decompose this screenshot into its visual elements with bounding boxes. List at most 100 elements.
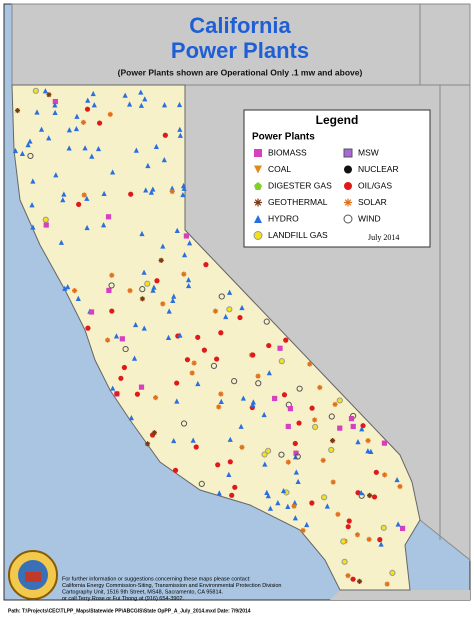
marker <box>312 417 318 423</box>
marker <box>101 190 107 197</box>
marker <box>399 525 406 532</box>
marker <box>141 325 147 331</box>
marker <box>152 395 159 401</box>
marker <box>185 277 192 283</box>
marker <box>300 527 306 534</box>
marker <box>384 581 390 587</box>
marker <box>165 334 172 340</box>
marker <box>254 215 262 223</box>
marker <box>181 185 187 191</box>
marker <box>216 490 222 496</box>
marker <box>105 214 112 220</box>
marker <box>378 541 384 547</box>
marker <box>354 532 361 538</box>
marker <box>19 150 26 156</box>
plant-markers <box>12 87 406 587</box>
marker <box>118 375 124 381</box>
marker <box>71 288 78 294</box>
marker <box>113 333 120 339</box>
marker <box>292 440 298 447</box>
marker <box>237 314 243 321</box>
marker <box>154 278 160 284</box>
marker <box>169 188 175 195</box>
marker <box>133 147 139 153</box>
marker <box>210 362 218 369</box>
file-path: Path: T:\Projects\CEC\TLPP_Maps\Statewid… <box>8 608 251 614</box>
marker <box>397 483 403 490</box>
marker <box>170 297 176 303</box>
marker <box>38 126 45 132</box>
marker <box>203 262 209 268</box>
legend-heading: Power Plants <box>252 132 315 143</box>
marker <box>265 447 272 454</box>
marker <box>133 321 139 328</box>
marker <box>142 96 148 102</box>
marker <box>114 391 120 397</box>
footer-line: For further information or suggestions c… <box>62 576 251 582</box>
marker <box>158 257 164 263</box>
marker <box>161 157 167 163</box>
marker <box>29 202 35 208</box>
seal <box>8 550 58 600</box>
legend-label: HYDRO <box>268 213 299 223</box>
marker <box>14 107 21 114</box>
marker <box>293 469 299 475</box>
marker <box>134 391 141 397</box>
marker <box>283 337 289 343</box>
marker <box>335 511 341 517</box>
legend-label: GEOTHERMAL <box>268 197 328 207</box>
marker <box>312 423 319 431</box>
marker <box>144 441 151 447</box>
marker <box>293 450 299 456</box>
marker <box>46 135 52 141</box>
marker <box>356 578 363 585</box>
marker <box>350 423 356 430</box>
marker <box>180 420 188 427</box>
marker <box>85 97 91 103</box>
marker <box>52 109 58 116</box>
marker <box>107 111 113 117</box>
marker <box>180 191 186 198</box>
legend-label: WIND <box>358 213 381 223</box>
marker <box>285 423 291 430</box>
marker <box>294 453 301 460</box>
marker <box>250 352 256 358</box>
marker <box>174 398 180 404</box>
marker <box>267 505 274 511</box>
marker <box>254 149 262 157</box>
marker <box>328 446 335 454</box>
marker <box>121 364 127 371</box>
marker <box>74 113 80 119</box>
marker <box>148 189 154 195</box>
marker <box>84 195 90 201</box>
title: Power Plants <box>171 38 309 63</box>
marker <box>345 572 351 579</box>
marker <box>254 182 262 190</box>
marker <box>189 370 195 376</box>
marker <box>226 471 232 477</box>
marker <box>172 467 179 473</box>
marker <box>216 404 222 410</box>
marker <box>255 380 262 387</box>
marker <box>108 282 115 289</box>
mexico <box>330 590 470 600</box>
marker <box>272 395 278 402</box>
marker <box>139 230 145 237</box>
footer-line: Cartography Unit, 1516 9th Street, MS48,… <box>62 589 224 595</box>
marker <box>131 355 138 361</box>
title: California <box>189 13 291 38</box>
subtitle: (Power Plants shown are Operational Only… <box>118 67 363 77</box>
marker <box>214 356 220 362</box>
marker <box>389 569 396 576</box>
marker <box>218 398 224 404</box>
marker <box>153 143 159 150</box>
marker <box>42 216 49 223</box>
legend-label: LANDFILL GAS <box>268 230 328 240</box>
marker <box>138 384 145 390</box>
marker <box>181 271 187 277</box>
marker <box>109 272 115 278</box>
marker <box>266 342 272 349</box>
marker <box>350 576 356 582</box>
marker <box>160 243 166 249</box>
marker <box>52 98 58 105</box>
